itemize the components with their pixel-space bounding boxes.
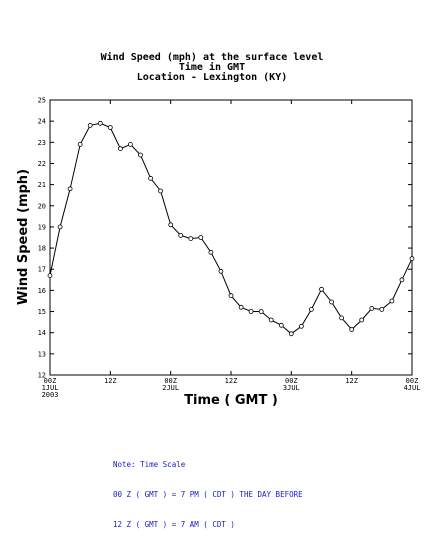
time-scale-note: Note: Time Scale 00 Z ( GMT ) = 7 PM ( C… [113,440,303,540]
data-point [389,298,395,304]
y-tick-label: 16 [38,287,46,295]
y-tick-label: 23 [38,139,46,147]
x-tick-label: 00Z [44,377,57,385]
data-point [258,309,264,314]
x-tick-label: 00Z [406,377,419,385]
data-point [268,317,274,323]
chart-title-line: Wind Speed (mph) at the surface level [101,51,324,63]
data-point [148,175,154,181]
data-point [168,222,174,228]
chart-title-line: Location - Lexington (KY) [137,71,288,83]
data-point [308,306,314,312]
data-point [97,120,103,126]
data-point [118,146,123,152]
x-tick-label: 2003 [42,391,59,399]
data-point [409,256,415,262]
wind-speed-points [47,120,415,337]
data-point [288,331,294,337]
y-tick-label: 17 [38,266,46,274]
data-point [178,232,184,238]
x-tick-label: 12Z [225,377,238,385]
x-tick-label: 4JUL [404,384,421,392]
data-point [47,273,53,279]
chart-title-line: Time in GMT [179,61,245,73]
y-tick-label: 13 [38,350,46,358]
y-tick-label: 12 [38,372,46,380]
y-axis-label: Wind Speed (mph) [16,169,31,305]
y-tick-label: 25 [38,97,46,105]
data-point [399,277,405,283]
y-tick-label: 20 [38,202,46,210]
data-point [158,188,164,194]
data-point [77,141,83,147]
data-point [107,125,113,130]
x-tick-label: 1JUL [42,384,59,392]
note-line: 12 Z ( GMT ) = 7 AM ( CDT ) [113,520,235,529]
y-axis: 12 13 14 15 16 17 18 19 20 21 22 23 24 25 [38,97,412,380]
data-point [198,235,204,240]
x-tick-label: 3JUL [283,384,300,392]
y-tick-label: 14 [38,329,46,337]
data-point [248,309,254,314]
data-point [359,317,365,323]
data-point [67,186,73,192]
data-point [339,315,345,321]
x-tick-label: 00Z [285,377,298,385]
note-line: 00 Z ( GMT ) = 7 PM ( CDT ) THE DAY BEFO… [113,490,303,499]
y-tick-label: 15 [38,308,46,316]
data-point [298,323,304,329]
chart-title: Wind Speed (mph) at the surface levelTim… [101,51,324,83]
data-point [57,224,63,230]
note-line: Note: Time Scale [113,460,186,469]
wind-speed-series-line [49,122,413,335]
x-tick-label: 12Z [345,377,358,385]
data-point [369,305,375,311]
data-point [87,123,93,128]
y-tick-label: 22 [38,160,46,168]
data-point [127,141,133,147]
data-point [329,299,335,305]
data-point [278,322,284,328]
x-tick-label: 00Z [164,377,177,385]
x-tick-label: 12Z [104,377,117,385]
data-point [188,236,194,242]
x-tick-label: 2JUL [162,384,179,392]
x-axis-label: Time ( GMT ) [184,393,278,408]
y-tick-label: 18 [38,245,46,253]
y-tick-label: 21 [38,181,46,189]
data-point [138,152,143,158]
y-tick-label: 19 [38,223,46,231]
data-point [228,293,234,299]
data-point [319,286,324,292]
plot-area-frame [49,99,413,376]
data-point [208,249,214,255]
data-point [238,304,244,310]
data-point [349,327,355,332]
data-point [379,306,385,312]
data-point [218,268,224,274]
y-tick-label: 24 [38,118,46,126]
